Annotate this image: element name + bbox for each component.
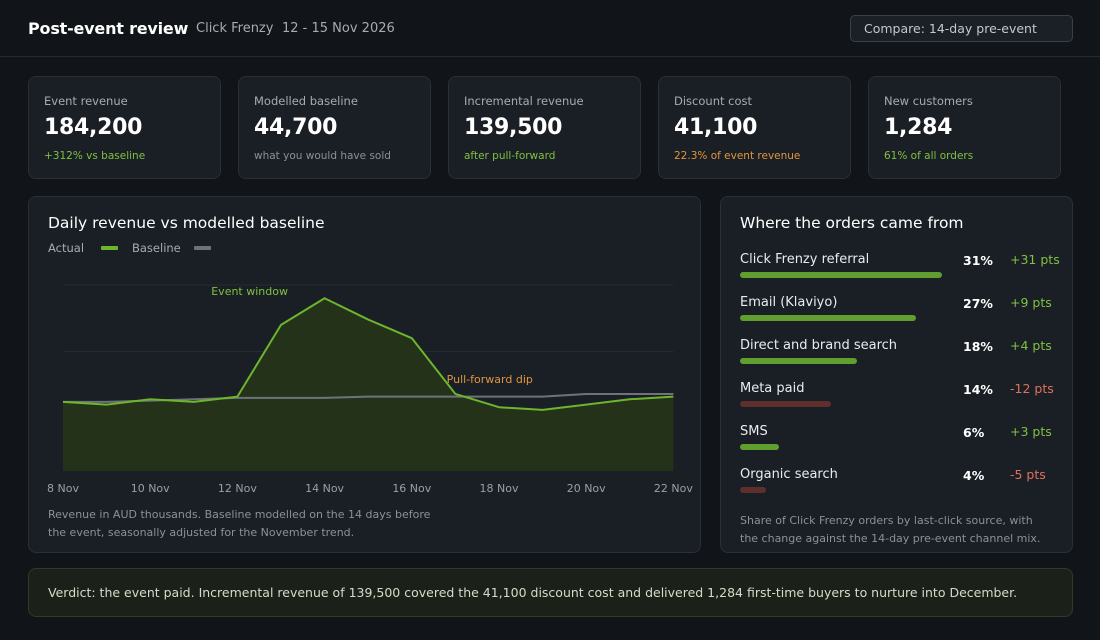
channel-share: 27% [963,296,993,311]
legend-swatch-actual [101,246,118,250]
channel-share-bar [740,401,831,407]
channel-row: Email (Klaviyo) 27% +9 pts [740,295,1060,329]
orders-title: Where the orders came from [740,214,964,232]
channel-share: 4% [963,468,985,483]
kpi-note: 61% of all orders [884,150,974,162]
kpi-note: 22.3% of event revenue [674,150,801,162]
x-tick-label: 8 Nov [47,482,79,495]
channel-name: Meta paid [740,381,805,396]
channel-change: +3 pts [1010,424,1052,439]
channel-share-bar [740,315,916,321]
actual-area [63,298,674,471]
kpi-card-modelled-baseline: Modelled baseline 44,700 what you would … [238,76,431,179]
x-tick-label: 12 Nov [218,482,257,495]
orders-panel: Where the orders came from Click Frenzy … [720,196,1073,553]
revenue-chart-panel: Daily revenue vs modelled baseline Actua… [28,196,701,553]
legend-swatch-baseline [194,246,211,250]
annotation-pull-forward: Pull-forward dip [447,373,533,386]
channel-share-bar [740,487,766,493]
legend-label-actual: Actual [48,241,85,255]
channel-share-bar [740,444,779,450]
channel-change: +9 pts [1010,295,1052,310]
event-dates: 12 - 15 Nov 2026 [282,21,395,36]
channel-share: 6% [963,425,985,440]
annotation-event-window: Event window [211,285,288,298]
channel-name: Organic search [740,467,838,482]
kpi-note: after pull-forward [464,150,556,162]
x-tick-label: 10 Nov [131,482,170,495]
channel-share-bar [740,358,857,364]
actual-line [62,297,674,411]
channel-change: -5 pts [1010,467,1046,482]
kpi-card-incremental-revenue: Incremental revenue 139,500 after pull-f… [448,76,641,179]
compare-period-select[interactable]: Compare: 14-day pre-event [850,15,1073,42]
legend-label-baseline: Baseline [132,241,181,255]
channel-row: Meta paid 14% -12 pts [740,381,1060,415]
event-name: Click Frenzy [196,21,274,36]
kpi-card-event-revenue: Event revenue 184,200 +312% vs baseline [28,76,221,179]
channel-share: 31% [963,253,993,268]
kpi-label: New customers [884,94,973,108]
verdict-banner: Verdict: the event paid. Incremental rev… [28,568,1073,617]
kpi-value: 184,200 [44,115,143,140]
x-tick-label: 14 Nov [305,482,344,495]
channel-name: Email (Klaviyo) [740,295,838,310]
channel-share-bar [740,272,942,278]
channel-row: Direct and brand search 18% +4 pts [740,338,1060,372]
kpi-value: 41,100 [674,115,758,140]
kpi-value: 139,500 [464,115,563,140]
x-tick-label: 22 Nov [654,482,693,495]
x-tick-label: 20 Nov [567,482,606,495]
kpi-value: 1,284 [884,115,953,140]
x-tick-label: 16 Nov [392,482,431,495]
kpi-label: Event revenue [44,94,128,108]
page-header: Post-event review Click Frenzy 12 - 15 N… [0,0,1100,57]
kpi-note: +312% vs baseline [44,150,146,162]
orders-footnote: Share of Click Frenzy orders by last-cli… [740,514,1041,545]
kpi-note: what you would have sold [254,150,391,162]
channel-change: +4 pts [1010,338,1052,353]
page-title: Post-event review [28,19,189,38]
revenue-chart: 8 Nov 10 Nov 12 Nov 14 Nov 16 Nov 18 Nov 20 No… [47,284,693,495]
revenue-chart-title: Daily revenue vs modelled baseline [48,214,325,232]
kpi-label: Incremental revenue [464,94,584,108]
channel-share: 18% [963,339,993,354]
chart-footnote: Revenue in AUD thousands. Baseline model… [48,508,431,539]
kpi-card-new-customers: New customers 1,284 61% of all orders [868,76,1061,179]
channel-name: Click Frenzy referral [740,252,870,267]
channel-row: Click Frenzy referral 31% +31 pts [740,252,1060,286]
channel-name: Direct and brand search [740,338,898,353]
channel-share: 14% [963,382,993,397]
channel-name: SMS [740,424,768,439]
channel-change: +31 pts [1010,252,1060,267]
kpi-card-discount-cost: Discount cost 41,100 22.3% of event reve… [658,76,851,179]
x-tick-label: 18 Nov [480,482,519,495]
kpi-label: Modelled baseline [254,94,358,108]
channel-row: SMS 6% +3 pts [740,424,1060,458]
kpi-value: 44,700 [254,115,338,140]
kpi-label: Discount cost [674,94,753,108]
channel-change: -12 pts [1010,381,1054,396]
channel-row: Organic search 4% -5 pts [740,467,1060,501]
